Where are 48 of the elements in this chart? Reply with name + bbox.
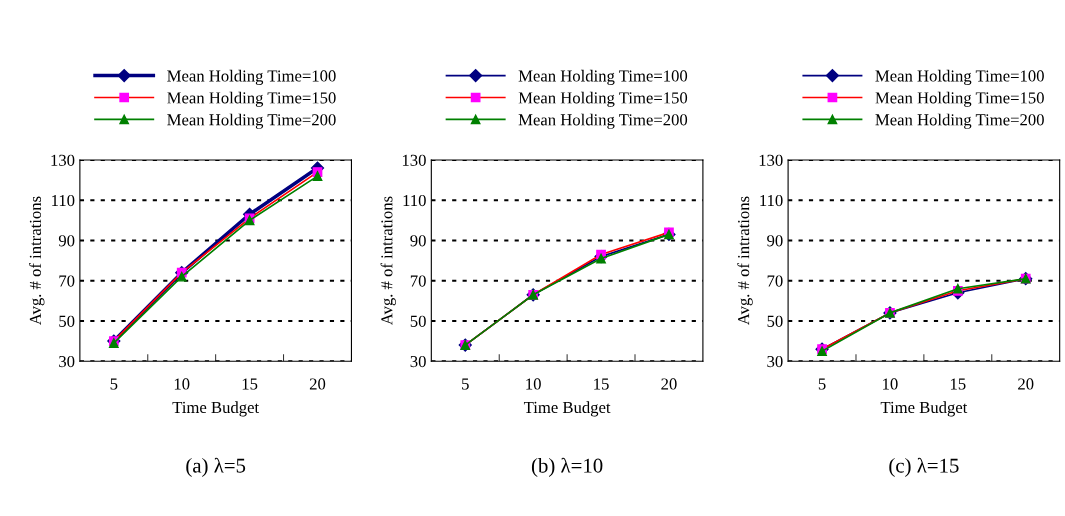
text: (c) λ=15 <box>889 457 959 477</box>
y-tick-label: 50 <box>59 315 75 327</box>
x-tick-label: 15 <box>242 378 258 390</box>
y-tick-label: 70 <box>410 275 426 287</box>
x-tick-label: 10 <box>883 378 898 390</box>
y-tick-label: 30 <box>410 355 426 368</box>
x-tick-label: 15 <box>950 378 966 390</box>
y-axis-title: Avg. # of intrations <box>380 196 396 326</box>
legend-label: Mean Holding Time=200 <box>875 113 1044 129</box>
legend-label: Mean Holding Time=150 <box>167 91 336 107</box>
y-tick-label: 30 <box>59 355 75 368</box>
x-tick-label: 10 <box>526 378 541 390</box>
y-tick-label: 110 <box>403 194 426 207</box>
legend-label: Mean Holding Time=150 <box>875 91 1044 107</box>
y-axis-title: Avg. # of intrations <box>29 196 45 326</box>
x-axis-title: Time Budget <box>172 401 260 417</box>
y-tick-label: 90 <box>767 235 783 247</box>
y-tick-label: 70 <box>59 275 75 287</box>
text: (a) λ=5 <box>186 457 246 477</box>
x-tick-label: 15 <box>594 378 609 390</box>
x-tick-label: 10 <box>174 378 190 390</box>
x-tick-label: 5 <box>110 378 118 390</box>
x-tick-label: 20 <box>1018 378 1034 390</box>
y-tick-label: 130 <box>51 154 75 166</box>
legend-label: Mean Holding Time=200 <box>518 113 688 129</box>
y-tick-label: 110 <box>760 194 783 207</box>
x-tick-label: 5 <box>462 378 469 390</box>
y-tick-label: 130 <box>759 154 783 166</box>
text: (b) λ=10 <box>531 457 603 477</box>
y-tick-label: 110 <box>52 194 75 207</box>
x-axis-title: Time Budget <box>523 401 611 417</box>
legend-label: Mean Holding Time=100 <box>875 69 1044 85</box>
y-tick-label: 50 <box>410 315 426 327</box>
y-tick-label: 50 <box>767 315 783 327</box>
x-tick-label: 5 <box>818 378 826 390</box>
y-tick-label: 90 <box>58 235 75 247</box>
legend-label: Mean Holding Time=100 <box>167 69 336 85</box>
legend-label: Mean Holding Time=100 <box>518 69 688 85</box>
x-tick-label: 20 <box>309 378 326 390</box>
y-axis-title: Avg. # of intrations <box>737 196 753 326</box>
y-tick-label: 90 <box>410 235 426 247</box>
legend-label: Mean Holding Time=150 <box>518 91 688 107</box>
x-tick-label: 20 <box>661 378 677 390</box>
x-axis-title: Time Budget <box>880 401 968 417</box>
legend-label: Mean Holding Time=200 <box>167 113 336 129</box>
y-tick-label: 70 <box>767 275 783 287</box>
y-tick-label: 30 <box>767 355 783 368</box>
y-tick-label: 130 <box>402 154 426 166</box>
